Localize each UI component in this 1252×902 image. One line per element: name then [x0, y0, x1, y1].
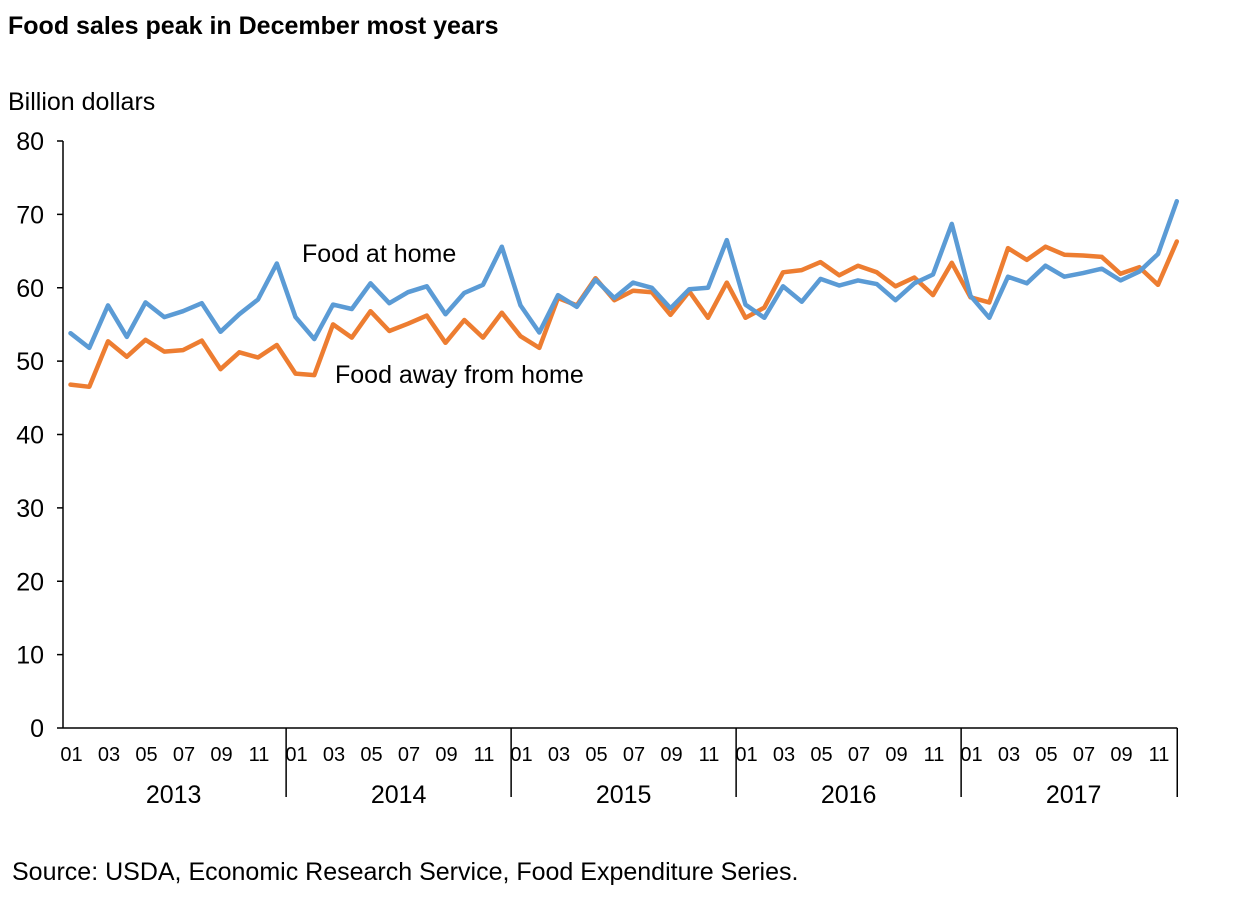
y-tick-label: 20: [16, 568, 44, 596]
y-tick-label: 50: [16, 348, 44, 376]
x-tick-label: 03: [323, 744, 345, 766]
x-tick-label: 05: [810, 744, 832, 766]
year-label: 2017: [1046, 781, 1102, 809]
x-tick-label: 07: [398, 744, 420, 766]
year-label: 2014: [371, 781, 427, 809]
y-tick-label: 0: [30, 715, 44, 743]
series-line-food-away-from-home: [68, 239, 1180, 390]
x-tick-label: 07: [848, 744, 870, 766]
x-tick-label: 05: [360, 744, 382, 766]
year-label: 2013: [146, 781, 202, 809]
chart-title: Food sales peak in December most years: [8, 12, 499, 40]
x-tick-label: 03: [998, 744, 1020, 766]
x-tick-label: 11: [924, 744, 945, 766]
y-axis-label: Billion dollars: [8, 88, 156, 116]
y-tick-label: 80: [16, 128, 44, 156]
y-tick-label: 40: [16, 422, 44, 450]
x-tick-label: 07: [1073, 744, 1095, 766]
x-tick-label: 09: [210, 744, 232, 766]
x-tick-label: 05: [1035, 744, 1057, 766]
chart-axes: [57, 140, 1178, 797]
x-tick-label: 05: [585, 744, 607, 766]
year-label: 2015: [596, 781, 652, 809]
source-note: Source: USDA, Economic Research Service,…: [12, 858, 799, 886]
x-tick-label: 11: [1149, 744, 1170, 766]
x-tick-label: 01: [960, 744, 982, 766]
x-tick-label: 09: [660, 744, 682, 766]
series-label-food-away-from-home: Food away from home: [335, 361, 584, 389]
x-tick-label: 03: [773, 744, 795, 766]
x-tick-label: 09: [435, 744, 457, 766]
y-tick-label: 10: [16, 642, 44, 670]
x-tick-label: 01: [285, 744, 307, 766]
x-tick-label: 11: [474, 744, 495, 766]
x-tick-label: 01: [60, 744, 82, 766]
y-tick-label: 70: [16, 201, 44, 229]
x-tick-label: 03: [548, 744, 570, 766]
y-tick-label: 60: [16, 275, 44, 303]
chart-series: [68, 198, 1180, 390]
x-tick-label: 05: [135, 744, 157, 766]
y-tick-label: 30: [16, 495, 44, 523]
year-label: 2016: [821, 781, 877, 809]
x-tick-label: 07: [623, 744, 645, 766]
series-label-food-at-home: Food at home: [302, 240, 456, 268]
x-tick-label: 11: [249, 744, 270, 766]
x-tick-label: 01: [735, 744, 757, 766]
x-tick-label: 01: [510, 744, 532, 766]
x-tick-label: 11: [699, 744, 720, 766]
x-tick-label: 07: [173, 744, 195, 766]
x-tick-label: 03: [98, 744, 120, 766]
x-tick-label: 09: [1110, 744, 1132, 766]
x-tick-label: 09: [885, 744, 907, 766]
series-line-food-at-home: [68, 198, 1180, 351]
